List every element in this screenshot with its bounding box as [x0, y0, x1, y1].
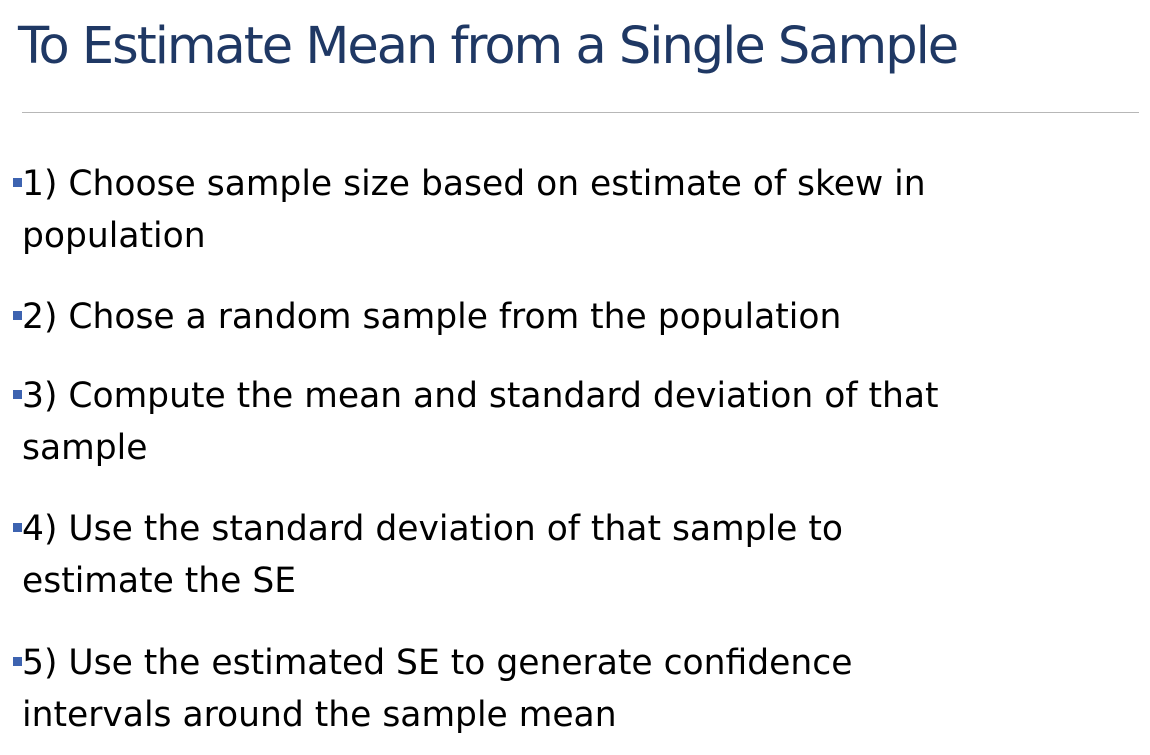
list-item: 1) Choose sample size based on estimate …	[10, 158, 1140, 262]
bullet-line: 4) Use the standard deviation of that sa…	[22, 509, 843, 549]
list-item: 4) Use the standard deviation of that sa…	[10, 503, 1140, 607]
bullet-text: 1) Choose sample size based on estimate …	[22, 158, 1140, 262]
bullet-line: population	[22, 216, 206, 256]
bullet-text: 2) Chose a random sample from the popula…	[22, 291, 1140, 343]
bullet-line: 3) Compute the mean and standard deviati…	[22, 376, 939, 416]
bullet-text: 4) Use the standard deviation of that sa…	[22, 503, 1140, 607]
bullet-line: estimate the SE	[22, 561, 297, 601]
list-item: 2) Chose a random sample from the popula…	[10, 291, 1140, 343]
bullet-line: sample	[22, 428, 148, 468]
list-item: 5) Use the estimated SE to generate conf…	[10, 637, 1140, 741]
bullet-line: intervals around the sample mean	[22, 695, 617, 735]
square-bullet-icon	[13, 523, 22, 532]
square-bullet-icon	[13, 657, 22, 666]
bullet-text: 5) Use the estimated SE to generate conf…	[22, 637, 1140, 741]
square-bullet-icon	[13, 178, 22, 187]
bullet-line: 1) Choose sample size based on estimate …	[22, 164, 926, 204]
title-divider	[22, 112, 1139, 113]
bullet-line: 2) Chose a random sample from the popula…	[22, 297, 842, 337]
square-bullet-icon	[13, 390, 22, 399]
list-item: 3) Compute the mean and standard deviati…	[10, 370, 1140, 474]
bullet-text: 3) Compute the mean and standard deviati…	[22, 370, 1140, 474]
bullet-line: 5) Use the estimated SE to generate conf…	[22, 643, 853, 683]
square-bullet-icon	[13, 311, 22, 320]
slide-title: To Estimate Mean from a Single Sample	[18, 17, 959, 76]
